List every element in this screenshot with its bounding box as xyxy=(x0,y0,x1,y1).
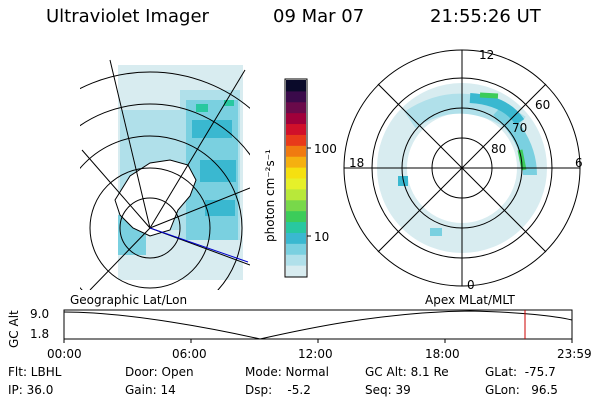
lat-label-80: 80 xyxy=(491,142,507,156)
left-panel-label: Geographic Lat/Lon xyxy=(70,293,188,307)
colorbar-tick-10: 10 xyxy=(314,230,330,244)
lat-label-70: 70 xyxy=(512,121,528,135)
timeline-xtick-1: 06:00 xyxy=(172,347,207,361)
instrument-title: Ultraviolet Imager xyxy=(46,6,209,27)
lat-label-60: 60 xyxy=(535,98,551,112)
timeline-xtick-2: 12:00 xyxy=(298,347,333,361)
colorbar-segment xyxy=(286,232,306,244)
timeline-axis-label: GC Alt xyxy=(7,310,21,348)
colorbar-segment xyxy=(286,80,306,92)
colorbar-tick-100: 100 xyxy=(314,142,337,156)
colorbar-segment xyxy=(286,210,306,223)
timeline-xtick-0: 00:00 xyxy=(47,347,82,361)
date-label: 09 Mar 07 xyxy=(273,6,365,27)
time-label: 21:55:26 UT xyxy=(430,6,541,27)
colorbar-segment xyxy=(286,101,306,114)
ip-label: IP: 36.0 xyxy=(8,383,54,397)
mode-label: Mode: Normal xyxy=(245,365,329,379)
colorbar-segment xyxy=(286,145,306,157)
altitude-timeline xyxy=(63,309,573,343)
mlt-label-12: 12 xyxy=(479,48,495,62)
colorbar-segment xyxy=(286,123,306,135)
timeline-ytick-1-8: 1.8 xyxy=(30,327,50,341)
colorbar-unit: photon cm⁻²s⁻¹ xyxy=(263,149,277,242)
colorbar-segment xyxy=(286,243,306,255)
door-label: Door: Open xyxy=(125,365,194,379)
gain-label: Gain: 14 xyxy=(125,383,176,397)
colorbar-segment xyxy=(286,167,306,179)
colorbar-segment xyxy=(286,254,306,266)
timeline-xtick-4: 23:59 xyxy=(557,347,592,361)
mlt-label-6: 6 xyxy=(575,156,583,170)
mlt-label-18: 18 xyxy=(349,156,365,170)
colorbar-segment xyxy=(286,188,306,201)
polar-grid xyxy=(343,49,581,287)
colorbar-segment xyxy=(286,90,306,103)
colorbar-segment xyxy=(286,199,306,212)
timeline-ytick-9: 9.0 xyxy=(30,307,50,321)
glat-label: GLat: -75.7 xyxy=(485,365,556,379)
colorbar xyxy=(284,78,311,278)
gc-alt-label: GC Alt: 8.1 Re xyxy=(365,365,449,379)
glon-label: GLon: 96.5 xyxy=(485,383,558,397)
timeline-xtick-3: 18:00 xyxy=(425,347,460,361)
colorbar-segment xyxy=(286,112,306,125)
geographic-image xyxy=(80,59,250,290)
right-panel-label: Apex MLat/MLT xyxy=(425,293,515,307)
colorbar-segment xyxy=(286,265,306,277)
mlt-label-0: 0 xyxy=(467,278,475,292)
dsp-label: Dsp: -5.2 xyxy=(245,383,311,397)
seq-label: Seq: 39 xyxy=(365,383,411,397)
colorbar-segment xyxy=(286,178,306,190)
colorbar-segment xyxy=(286,134,306,146)
colorbar-segment xyxy=(286,221,306,233)
filter-label: Flt: LBHL xyxy=(8,365,62,379)
colorbar-segment xyxy=(286,156,306,168)
